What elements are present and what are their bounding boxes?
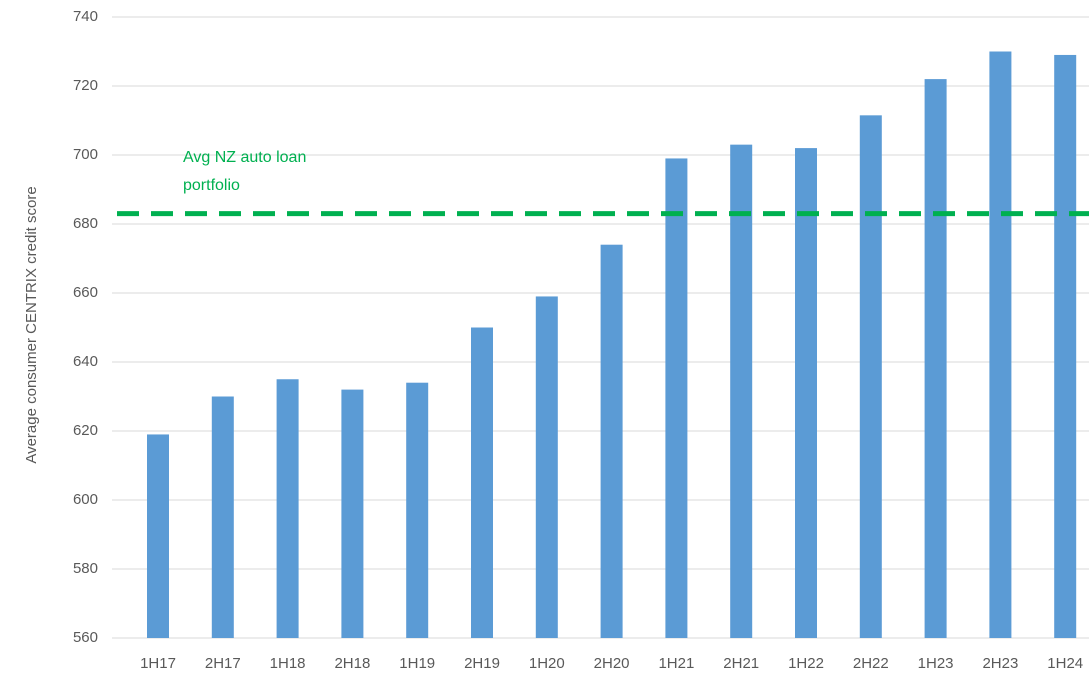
x-tick-label: 2H23 xyxy=(982,655,1018,672)
bar xyxy=(147,434,169,638)
x-tick-label: 1H24 xyxy=(1047,655,1083,672)
bar xyxy=(730,144,753,638)
bar xyxy=(924,79,947,639)
y-tick-label: 620 xyxy=(73,422,98,439)
bar xyxy=(795,148,817,638)
y-tick-label: 700 xyxy=(73,146,98,163)
bar xyxy=(211,396,234,638)
x-tick-label: 2H22 xyxy=(853,655,889,672)
bar xyxy=(341,389,364,638)
x-tick-label: 2H19 xyxy=(464,655,500,672)
y-tick-label: 640 xyxy=(73,353,98,370)
x-tick-label: 2H20 xyxy=(594,655,630,672)
x-tick-label: 1H23 xyxy=(918,655,954,672)
bar xyxy=(859,115,882,638)
y-tick-label: 560 xyxy=(73,629,98,646)
bar xyxy=(276,379,299,638)
y-tick-label: 740 xyxy=(73,8,98,25)
x-tick-label: 1H22 xyxy=(788,655,824,672)
bar xyxy=(1054,54,1077,638)
x-tick-label: 1H18 xyxy=(270,655,306,672)
y-tick-label: 680 xyxy=(73,215,98,232)
x-tick-label: 2H18 xyxy=(334,655,370,672)
y-tick-label: 580 xyxy=(73,560,98,577)
y-tick-label: 720 xyxy=(73,77,98,94)
y-tick-label: 660 xyxy=(73,284,98,301)
x-tick-label: 1H21 xyxy=(658,655,694,672)
x-tick-label: 2H21 xyxy=(723,655,759,672)
bar xyxy=(406,382,429,638)
bar xyxy=(989,51,1012,638)
reference-label: portfolio xyxy=(183,177,240,194)
bar xyxy=(471,327,493,638)
x-tick-label: 1H20 xyxy=(529,655,565,672)
bar xyxy=(600,244,623,638)
y-tick-label: 600 xyxy=(73,491,98,508)
x-tick-label: 1H19 xyxy=(399,655,435,672)
bar xyxy=(665,158,688,638)
y-axis-label: Average consumer CENTRIX credit score xyxy=(23,186,40,463)
x-tick-label: 2H17 xyxy=(205,655,241,672)
bar xyxy=(535,296,558,638)
reference-label: Avg NZ auto loan xyxy=(183,149,306,166)
x-tick-label: 1H17 xyxy=(140,655,176,672)
